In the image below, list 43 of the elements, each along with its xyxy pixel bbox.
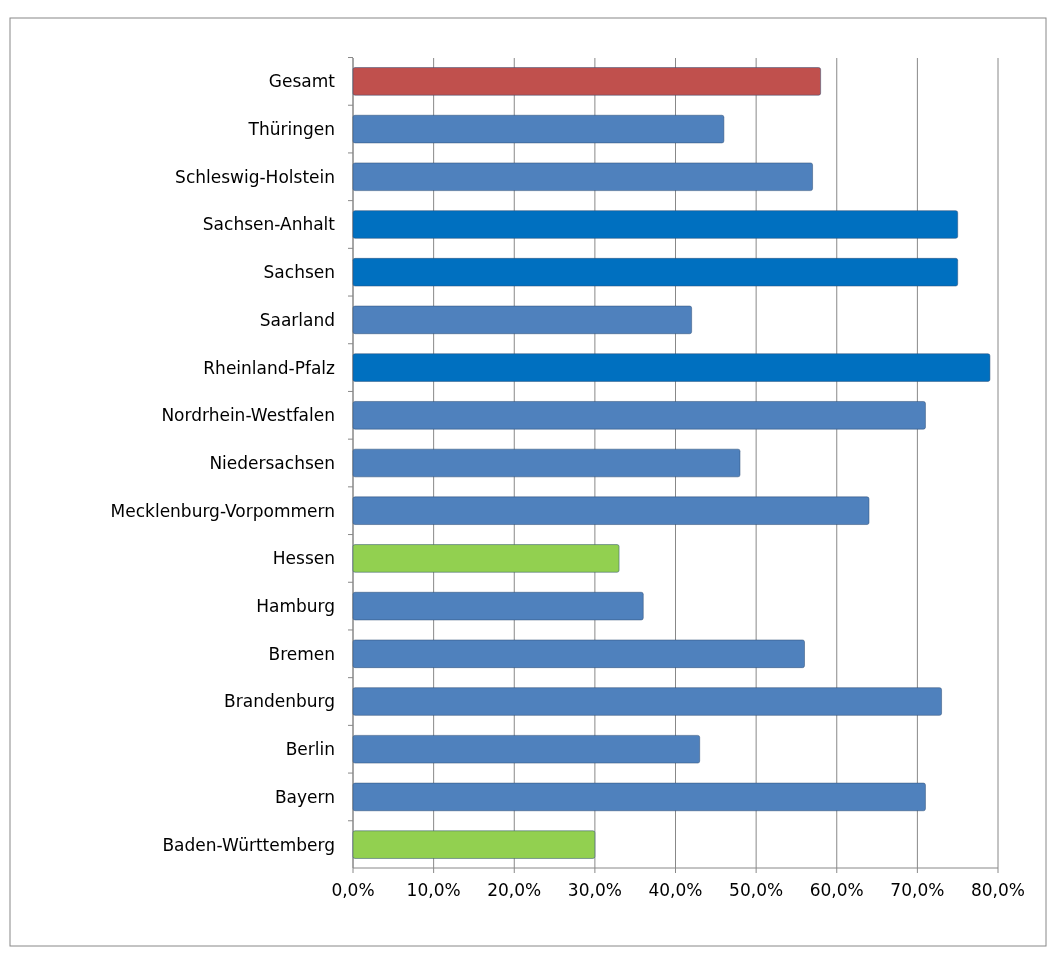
bar bbox=[352, 735, 700, 764]
y-tick-label: Rheinland-Pfalz bbox=[203, 357, 336, 378]
y-tick-label: Brandenburg bbox=[224, 691, 335, 712]
x-tick-label: 10,0% bbox=[406, 880, 461, 900]
x-tick-label: 40,0% bbox=[648, 880, 703, 900]
x-tick-label: 80,0% bbox=[970, 880, 1026, 900]
bar bbox=[352, 496, 870, 525]
x-tick-label: 60,0% bbox=[809, 880, 864, 900]
bar bbox=[352, 67, 821, 96]
bar bbox=[352, 258, 958, 287]
y-tick-label: Thüringen bbox=[247, 119, 335, 140]
bar bbox=[352, 544, 620, 573]
bar bbox=[352, 639, 805, 668]
y-tick-label: Gesamt bbox=[268, 71, 336, 92]
y-tick-label: Nordrhein-Westfalen bbox=[161, 405, 335, 426]
y-tick-label: Baden-Württemberg bbox=[162, 834, 335, 855]
bar bbox=[352, 782, 926, 812]
bar bbox=[352, 592, 644, 621]
bar bbox=[352, 210, 958, 239]
x-tick-label: 0,0% bbox=[331, 880, 375, 900]
bar bbox=[352, 830, 596, 859]
y-tick-label: Saarland bbox=[259, 309, 335, 330]
y-tick-label: Bayern bbox=[274, 786, 335, 807]
y-tick-label: Sachsen-Anhalt bbox=[202, 214, 336, 235]
y-tick-label: Niedersachsen bbox=[209, 452, 335, 473]
bar bbox=[352, 305, 692, 334]
x-tick-label: 70,0% bbox=[890, 880, 945, 900]
y-tick-label: Berlin bbox=[285, 739, 335, 760]
bar bbox=[352, 162, 813, 191]
bar bbox=[352, 353, 991, 382]
x-tick-label: 30,0% bbox=[567, 880, 622, 900]
bar bbox=[352, 687, 942, 716]
x-tick-label: 20,0% bbox=[487, 880, 542, 900]
y-tick-label: Mecklenburg-Vorpommern bbox=[110, 500, 335, 521]
y-tick-label: Hessen bbox=[272, 548, 335, 569]
bar bbox=[352, 401, 926, 430]
y-tick-label: Bremen bbox=[268, 643, 335, 664]
bar bbox=[352, 448, 741, 478]
y-tick-label: Schleswig-Holstein bbox=[175, 166, 335, 187]
y-tick-label: Sachsen bbox=[263, 262, 335, 283]
y-tick-label: Hamburg bbox=[256, 596, 335, 617]
x-tick-label: 50,0% bbox=[729, 880, 784, 900]
bar bbox=[352, 114, 725, 144]
